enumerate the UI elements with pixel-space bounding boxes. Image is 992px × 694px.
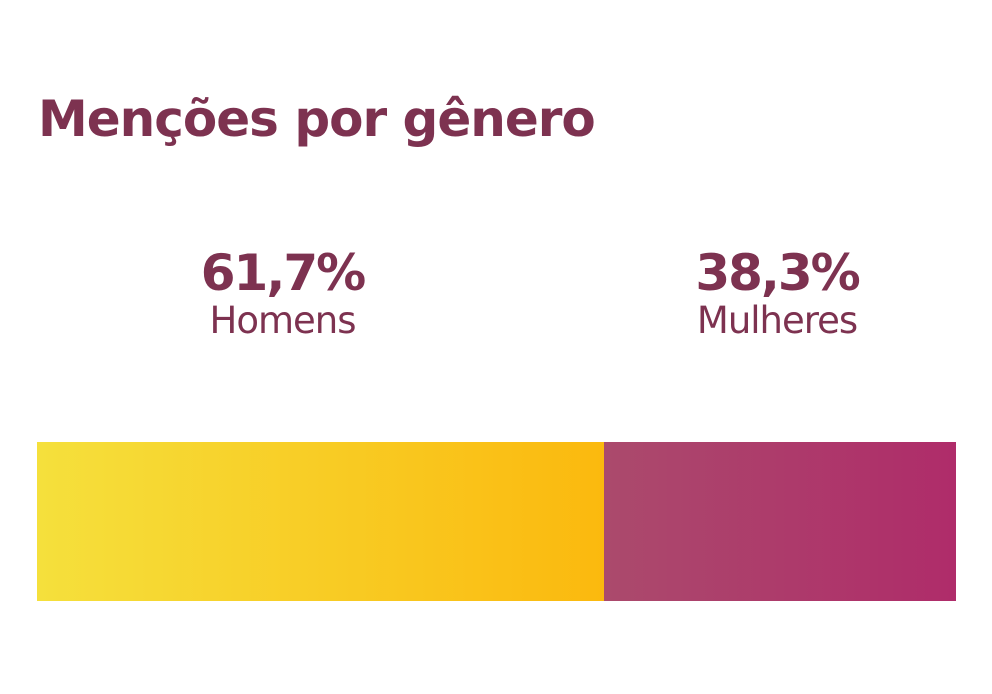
mulheres-percentage: 38,3%: [695, 244, 860, 302]
homens-label: Homens: [209, 299, 357, 342]
homens-stat: 61,7% Homens: [200, 244, 366, 343]
mulheres-label: Mulheres: [696, 299, 858, 342]
homens-bar-segment: [37, 442, 605, 601]
homens-percentage: 61,7%: [200, 244, 366, 302]
mulheres-bar-segment: [604, 442, 956, 601]
stacked-bar: [37, 442, 956, 601]
mulheres-stat: 38,3% Mulheres: [695, 244, 860, 343]
chart-title: Menções por gênero: [38, 90, 596, 148]
